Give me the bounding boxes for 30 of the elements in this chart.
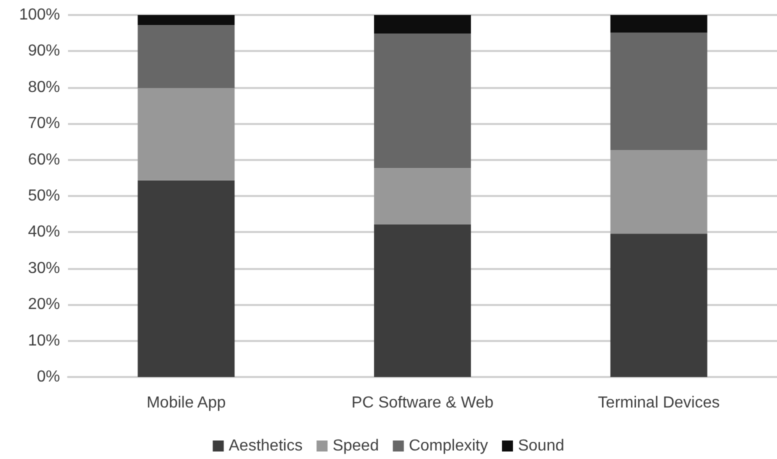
bar: [138, 88, 235, 180]
legend-label: Sound: [518, 438, 564, 454]
bar: [138, 15, 235, 26]
legend-label: Complexity: [408, 438, 488, 454]
legend-label: Aesthetics: [228, 438, 303, 454]
y-tick-label: 40%: [28, 224, 60, 241]
y-tick-label: 90%: [28, 42, 60, 60]
y-tick-label: 80%: [28, 78, 60, 96]
y-tick-label: 100%: [19, 6, 60, 24]
y-tick-label: 70%: [28, 115, 60, 132]
bar: [610, 15, 708, 33]
y-tick-label: 30%: [28, 260, 60, 277]
x-tick-label: PC Software & Web: [352, 394, 494, 412]
bar: [374, 168, 471, 224]
bar: [610, 234, 708, 377]
x-tick-label: Mobile App: [146, 394, 226, 412]
bar: [610, 32, 708, 150]
bar: [610, 150, 708, 234]
legend-label: Speed: [332, 438, 379, 454]
bar: [374, 15, 471, 34]
y-tick-label: 0%: [36, 368, 60, 386]
y-tick-label: 10%: [28, 332, 60, 350]
y-tick-label: 20%: [28, 296, 60, 314]
y-tick-label: 60%: [28, 151, 60, 168]
bar: [374, 33, 471, 168]
bar: [138, 180, 235, 377]
y-tick-label: 50%: [28, 188, 60, 204]
x-tick-label: Terminal Devices: [598, 394, 720, 412]
bar: [138, 25, 235, 88]
bar: [374, 224, 471, 377]
